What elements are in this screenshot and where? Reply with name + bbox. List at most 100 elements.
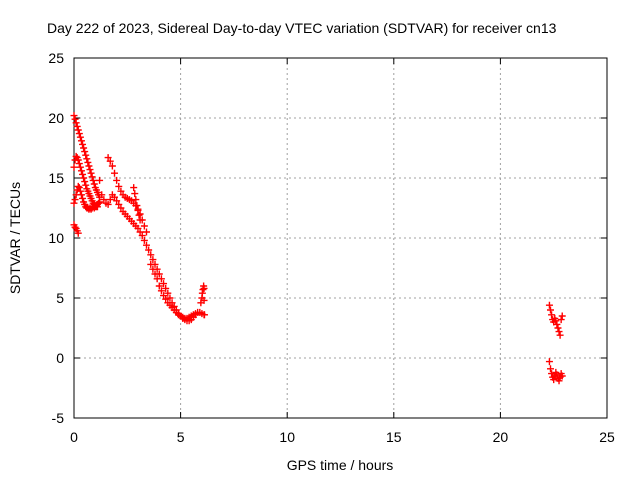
data-point (552, 317, 560, 325)
data-point (100, 196, 108, 204)
data-point (149, 265, 157, 273)
data-point (134, 224, 142, 232)
data-point (556, 331, 564, 339)
data-point (72, 152, 80, 160)
data-point (72, 119, 80, 127)
data-point (89, 176, 97, 184)
data-point (147, 260, 155, 268)
data-point (73, 122, 81, 130)
series-track-g-steep-segment (130, 184, 144, 224)
data-point (80, 174, 88, 182)
data-point (140, 222, 148, 230)
data-point (95, 199, 103, 207)
data-point (70, 163, 78, 171)
data-point (115, 200, 123, 208)
data-point (74, 182, 82, 190)
y-tick-label: 0 (56, 350, 64, 366)
series-track-c-lower-band (70, 182, 104, 213)
series-track-i-end-rise (197, 282, 208, 319)
data-point (558, 372, 566, 380)
data-point (79, 170, 87, 178)
data-point (71, 115, 79, 123)
data-point (545, 301, 553, 309)
data-point (151, 270, 159, 278)
data-point (79, 140, 87, 148)
data-point (113, 197, 121, 205)
tick-layer: 0 5 10 15 20 25 -5 0 5 10 15 20 25 (48, 50, 615, 445)
data-point (147, 251, 155, 259)
data-point (115, 182, 123, 190)
data-point (149, 256, 157, 264)
data-point (74, 229, 82, 237)
data-point (553, 320, 561, 328)
data-point (136, 228, 144, 236)
data-point (76, 187, 84, 195)
data-point (104, 154, 112, 162)
x-tick-label: 25 (599, 429, 615, 445)
data-point (117, 187, 125, 195)
data-point (545, 358, 553, 366)
data-point (80, 144, 88, 152)
data-point (157, 287, 165, 295)
data-layer (70, 112, 566, 385)
y-tick-label: 25 (48, 50, 64, 66)
data-point (104, 200, 112, 208)
data-point (88, 173, 96, 181)
x-tick-label: 20 (493, 429, 509, 445)
y-tick-label: 20 (48, 110, 64, 126)
data-point (166, 294, 174, 302)
data-point (76, 133, 84, 141)
data-point (135, 211, 143, 219)
data-point (554, 324, 562, 332)
data-point (81, 148, 89, 156)
data-point (134, 206, 142, 214)
data-point (555, 377, 563, 385)
data-point (162, 295, 170, 303)
y-axis-label: SDTVAR / TECUs (7, 182, 23, 294)
series-track-d-low-start (70, 221, 82, 237)
data-point (75, 130, 83, 138)
data-point (136, 216, 144, 224)
data-point (153, 275, 161, 283)
data-point (140, 236, 148, 244)
data-point (162, 284, 170, 292)
data-point (106, 196, 114, 204)
data-point (98, 191, 106, 199)
data-point (138, 232, 146, 240)
data-point (200, 296, 208, 304)
data-point (75, 184, 83, 192)
data-point (96, 176, 104, 184)
data-point (131, 190, 139, 198)
x-tick-label: 5 (177, 429, 185, 445)
data-point (86, 166, 94, 174)
data-point (90, 180, 98, 188)
y-tick-label: 5 (56, 290, 64, 306)
data-point (111, 169, 119, 177)
data-point (77, 137, 85, 145)
data-point (155, 282, 163, 290)
data-point (160, 280, 168, 288)
data-point (200, 284, 208, 292)
data-point (200, 311, 208, 319)
data-point (75, 160, 83, 168)
data-point (71, 223, 79, 231)
series-track-k-late-lower (545, 358, 566, 385)
data-point (82, 151, 90, 159)
data-point (113, 176, 121, 184)
data-point (550, 376, 558, 384)
series-track-h-lower-branch (147, 260, 200, 325)
chart-title: Day 222 of 2023, Sidereal Day-to-day VTE… (47, 20, 557, 36)
data-point (87, 169, 95, 177)
x-tick-label: 0 (70, 429, 78, 445)
data-point (555, 328, 563, 336)
data-point (145, 246, 153, 254)
series-track-a-high-descending (70, 112, 104, 201)
data-point (74, 156, 82, 164)
series-track-e-main-descent (96, 176, 208, 322)
data-point (547, 306, 555, 314)
data-point (164, 289, 172, 297)
data-point (79, 194, 87, 202)
data-point (136, 210, 144, 218)
data-point (160, 292, 168, 300)
